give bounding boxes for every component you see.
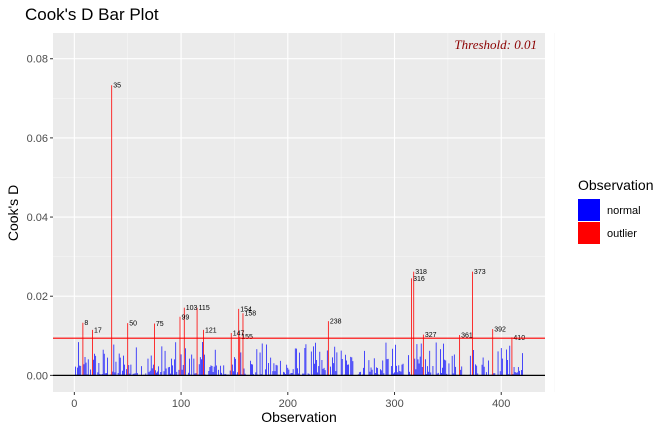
y-tick-label: 0.06	[27, 133, 48, 145]
outlier-label: 154	[240, 306, 252, 313]
outlier-label: 75	[156, 321, 164, 328]
threshold-label: Threshold: 0.01	[454, 37, 537, 52]
y-axis-title: Cook's D	[5, 185, 21, 241]
chart-title: Cook's D Bar Plot	[25, 5, 159, 24]
x-tick-label: 300	[385, 398, 403, 410]
x-axis: 0 100 200 300 400	[71, 392, 510, 410]
outlier-label: 121	[205, 327, 217, 334]
y-tick-label: 0.04	[27, 212, 48, 224]
y-tick-label: 0.08	[27, 54, 48, 66]
outlier-label: 8	[84, 320, 88, 327]
legend-label-normal: normal	[607, 205, 641, 217]
legend-swatch-outlier	[578, 222, 600, 244]
outlier-label: 318	[415, 269, 427, 276]
outlier-label: 35	[113, 83, 121, 90]
y-tick-label: 0.00	[27, 370, 48, 382]
outlier-labels: 8173550759910311512114715415515823831631…	[84, 83, 525, 342]
outlier-label: 147	[233, 331, 245, 338]
outlier-label: 238	[330, 319, 342, 326]
outlier-label: 50	[129, 321, 137, 328]
outlier-label: 158	[244, 311, 256, 318]
y-tick-label: 0.02	[27, 291, 48, 303]
outlier-label: 115	[199, 305, 210, 312]
outlier-label: 103	[186, 305, 198, 312]
plot-panel	[53, 33, 545, 392]
x-tick-label: 200	[279, 398, 297, 410]
x-tick-label: 400	[492, 398, 510, 410]
legend-title: Observation	[578, 177, 653, 193]
outlier-bars	[82, 85, 513, 376]
outlier-label: 17	[94, 327, 102, 334]
x-tick-label: 0	[71, 398, 77, 410]
minor-gridlines	[53, 33, 555, 392]
legend-label-outlier: outlier	[607, 228, 637, 240]
x-axis-title: Observation	[261, 409, 336, 425]
outlier-label: 316	[413, 276, 425, 283]
outlier-label: 373	[474, 269, 486, 276]
y-axis: 0.00 0.02 0.04 0.06 0.08	[27, 54, 53, 382]
x-tick-label: 100	[172, 398, 190, 410]
outlier-label: 327	[425, 332, 437, 339]
outlier-label: 99	[182, 314, 190, 321]
legend: Observation normal outlier	[578, 177, 653, 244]
legend-swatch-normal	[578, 199, 600, 221]
outlier-label: 392	[494, 327, 506, 334]
outlier-label: 361	[461, 333, 473, 340]
